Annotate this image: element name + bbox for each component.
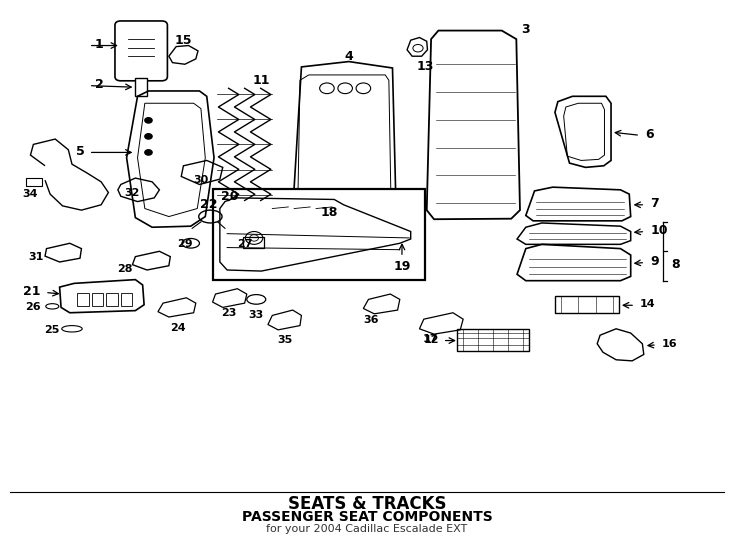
- Text: 25: 25: [44, 325, 59, 335]
- Bar: [457, 329, 528, 351]
- Text: 5: 5: [76, 145, 84, 158]
- Text: 30: 30: [193, 175, 208, 185]
- Text: 3: 3: [521, 23, 530, 36]
- Text: 33: 33: [249, 310, 264, 320]
- Text: 22: 22: [200, 198, 218, 211]
- Circle shape: [145, 150, 152, 155]
- Text: 19: 19: [393, 260, 410, 273]
- Text: 6: 6: [645, 128, 654, 141]
- Text: 7: 7: [650, 197, 659, 210]
- Text: 14: 14: [639, 299, 655, 309]
- Text: 15: 15: [175, 33, 192, 46]
- Bar: [121, 293, 132, 306]
- Text: 29: 29: [177, 239, 193, 249]
- Bar: [106, 293, 118, 306]
- Text: 20: 20: [222, 190, 239, 202]
- Text: 9: 9: [650, 255, 659, 268]
- Circle shape: [145, 118, 152, 123]
- Text: 24: 24: [170, 323, 186, 333]
- Text: 17: 17: [423, 334, 438, 345]
- Text: 10: 10: [650, 224, 668, 237]
- Text: 32: 32: [125, 188, 140, 198]
- FancyBboxPatch shape: [115, 21, 167, 81]
- Text: for your 2004 Cadillac Escalade EXT: for your 2004 Cadillac Escalade EXT: [266, 524, 468, 534]
- Bar: [555, 296, 619, 313]
- Text: 23: 23: [221, 308, 236, 319]
- Bar: [135, 78, 147, 96]
- Text: 34: 34: [23, 190, 38, 199]
- Text: 36: 36: [363, 315, 379, 326]
- Text: 12: 12: [424, 335, 439, 345]
- Text: 26: 26: [25, 302, 40, 313]
- Text: 11: 11: [252, 74, 270, 87]
- Bar: [77, 293, 89, 306]
- Text: 28: 28: [117, 264, 132, 274]
- Circle shape: [145, 134, 152, 139]
- Text: 13: 13: [417, 60, 434, 73]
- Text: 31: 31: [28, 252, 43, 262]
- Text: 35: 35: [277, 335, 293, 345]
- Bar: [243, 237, 264, 247]
- Text: 21: 21: [23, 285, 40, 298]
- Text: 16: 16: [661, 339, 677, 349]
- Text: 8: 8: [672, 258, 680, 271]
- Text: PASSENGER SEAT COMPONENTS: PASSENGER SEAT COMPONENTS: [241, 510, 493, 524]
- Text: 1: 1: [95, 38, 103, 51]
- Text: 18: 18: [321, 206, 338, 219]
- Text: SEATS & TRACKS: SEATS & TRACKS: [288, 495, 446, 513]
- Text: 2: 2: [95, 78, 103, 91]
- Bar: [92, 293, 103, 306]
- Text: 27: 27: [237, 239, 252, 249]
- Text: 4: 4: [344, 50, 353, 63]
- Bar: [213, 189, 425, 280]
- Bar: [26, 178, 42, 186]
